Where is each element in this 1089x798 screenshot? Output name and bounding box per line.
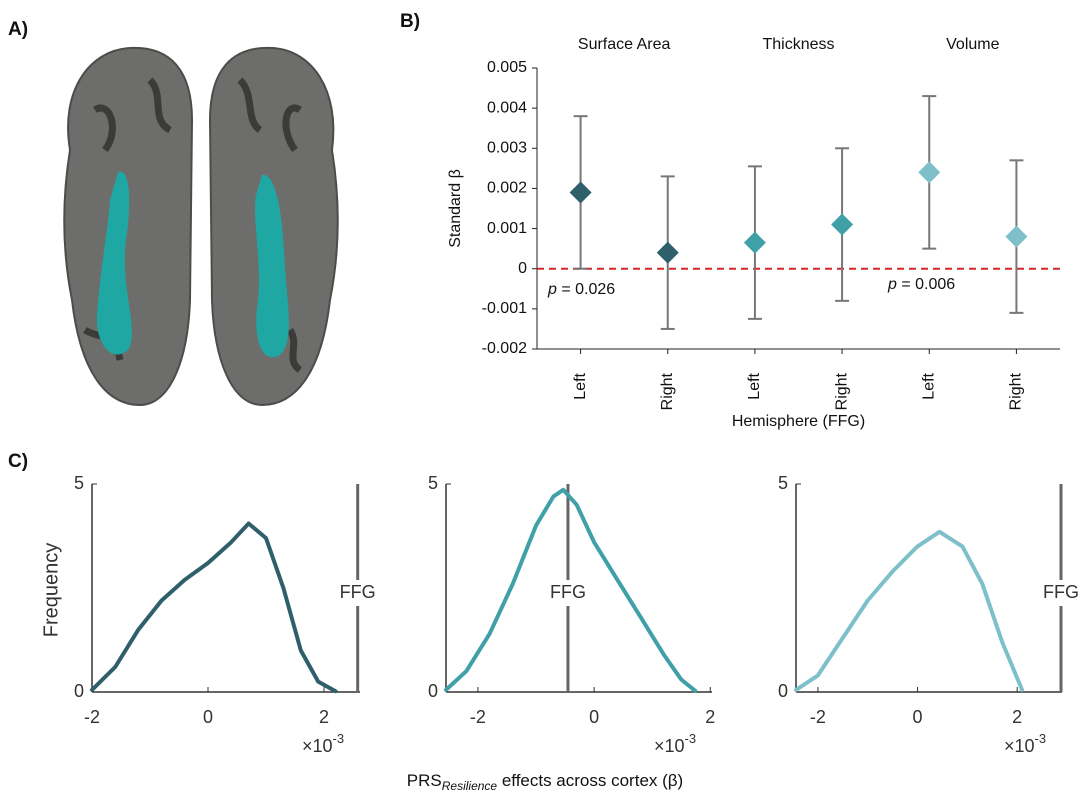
x-tick-label: Right <box>659 372 676 410</box>
y-tick-label: 0 <box>518 260 527 277</box>
x-tick-label: -2 <box>810 707 826 727</box>
diamond-marker <box>1005 225 1028 248</box>
density-curve <box>794 529 1025 692</box>
diamond-marker <box>656 241 679 264</box>
brain-image <box>63 46 339 407</box>
density-curve <box>444 487 698 693</box>
x-tick-label: 2 <box>705 707 715 727</box>
ffg-label: FFG <box>340 582 376 602</box>
y-axis-label: Standard β <box>447 169 464 248</box>
y-tick-label: 0 <box>74 681 84 701</box>
y-tick-label: 5 <box>778 473 788 493</box>
y-tick-label: -0.001 <box>482 300 527 317</box>
x-tick-label: 0 <box>589 707 599 727</box>
diamond-marker <box>831 213 854 236</box>
y-tick-label: 0.003 <box>487 140 527 157</box>
y-tick-label: 0 <box>778 681 788 701</box>
y-axis-label: Frequency <box>40 543 62 638</box>
x-multiplier: ×10-3 <box>1004 731 1046 755</box>
y-tick-label: 0.005 <box>487 59 527 76</box>
y-tick-label: 0.001 <box>487 220 527 237</box>
x-axis-label: Hemisphere (FFG) <box>732 413 865 430</box>
x-tick-label: 2 <box>1012 707 1022 727</box>
ffg-label: FFG <box>1043 582 1079 602</box>
label-background <box>335 580 380 606</box>
y-tick-label: 0 <box>428 681 438 701</box>
x-tick-label: -2 <box>84 707 100 727</box>
x-axis-label: PRSResilience effects across cortex (β) <box>407 771 683 793</box>
y-tick-label: -0.002 <box>482 340 527 357</box>
panel-label: C) <box>8 451 28 472</box>
y-tick-label: 5 <box>428 473 438 493</box>
panel-label: B) <box>400 11 420 32</box>
y-tick-label: 0.004 <box>487 99 527 116</box>
diamond-marker <box>743 231 766 254</box>
group-label: Volume <box>946 36 999 53</box>
x-tick-label: Left <box>746 372 763 399</box>
group-label: Surface Area <box>578 36 671 53</box>
panel-label: A) <box>8 19 28 40</box>
x-tick-label: 0 <box>203 707 213 727</box>
x-tick-label: 0 <box>913 707 923 727</box>
p-value-annotation: p = 0.026 <box>547 281 615 298</box>
x-tick-label: -2 <box>470 707 486 727</box>
label-background <box>545 580 590 606</box>
x-tick-label: Left <box>572 372 589 399</box>
x-tick-label: Left <box>920 372 937 399</box>
x-tick-label: Right <box>833 372 850 410</box>
density-curve <box>90 521 338 694</box>
ffg-label: FFG <box>550 582 586 602</box>
label-background <box>1039 580 1084 606</box>
x-tick-label: Right <box>1008 372 1025 410</box>
group-label: Thickness <box>762 36 834 53</box>
y-tick-label: 0.002 <box>487 180 527 197</box>
p-value-annotation: p = 0.006 <box>887 276 955 293</box>
diamond-marker <box>569 181 592 204</box>
x-tick-label: 2 <box>319 707 329 727</box>
y-tick-label: 5 <box>74 473 84 493</box>
x-multiplier: ×10-3 <box>302 731 344 755</box>
x-multiplier: ×10-3 <box>654 731 696 755</box>
diamond-marker <box>918 161 941 184</box>
